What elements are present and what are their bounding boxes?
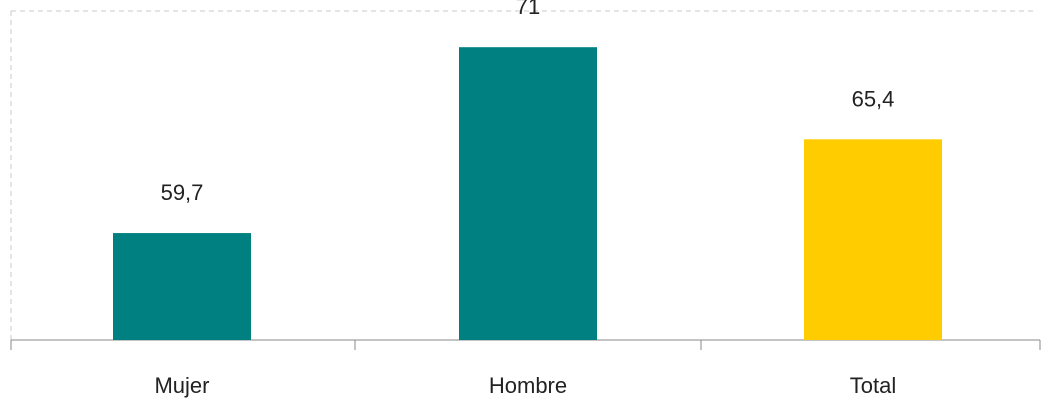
x-tick-label-hombre: Hombre bbox=[489, 373, 567, 398]
bar-mujer bbox=[113, 233, 251, 340]
bar-hombre bbox=[459, 47, 597, 340]
x-tick-label-mujer: Mujer bbox=[154, 373, 209, 398]
data-label-hombre: 71 bbox=[516, 0, 540, 19]
x-tick-label-total: Total bbox=[850, 373, 896, 398]
data-label-total: 65,4 bbox=[852, 86, 895, 111]
data-label-mujer: 59,7 bbox=[161, 180, 204, 205]
bar-total bbox=[804, 139, 942, 340]
